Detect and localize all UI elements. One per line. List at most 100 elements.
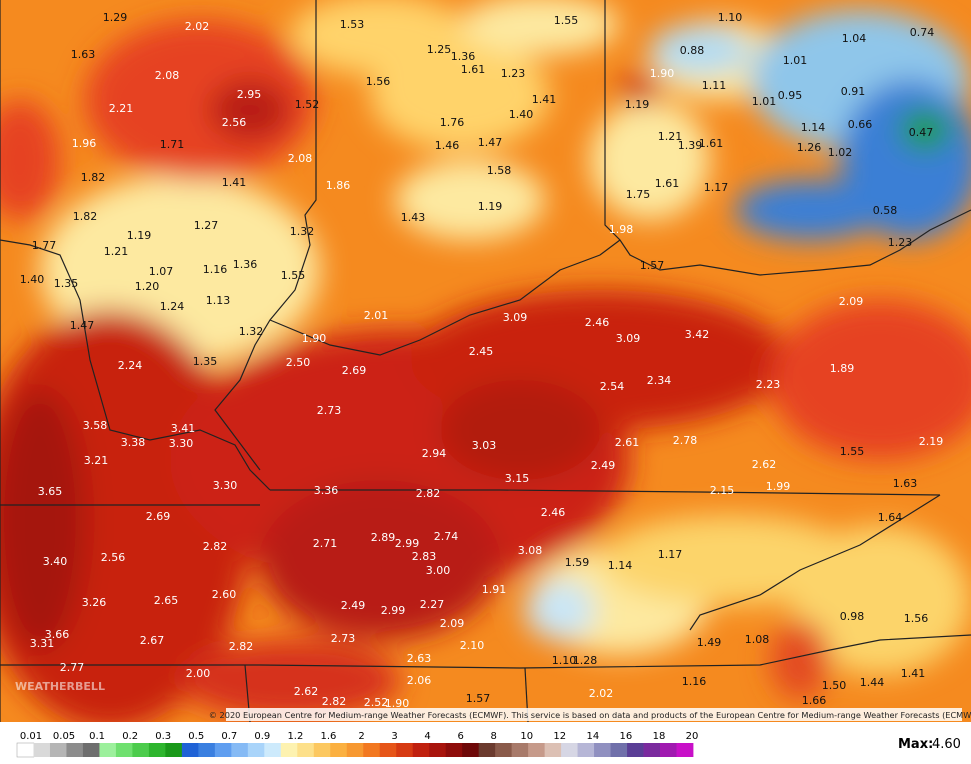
colorbar-swatch <box>148 743 166 757</box>
amount-label: 1.32 <box>290 225 315 238</box>
precip-area <box>770 620 830 700</box>
amount-label: 1.40 <box>20 273 45 286</box>
amount-label: 1.36 <box>451 50 476 63</box>
amount-label: 2.73 <box>317 404 342 417</box>
amount-label: 2.08 <box>155 69 180 82</box>
amount-label: 2.61 <box>615 436 640 449</box>
amount-label: 1.16 <box>203 263 228 276</box>
amount-label: 2.27 <box>420 598 445 611</box>
amount-label: 1.55 <box>554 14 579 27</box>
amount-label: 2.99 <box>395 537 420 550</box>
precip-area <box>460 0 620 55</box>
colorbar-swatch <box>429 743 447 757</box>
colorbar-swatch <box>412 743 430 757</box>
amount-label: 1.26 <box>797 141 822 154</box>
precip-area <box>770 300 971 460</box>
amount-label: 1.32 <box>239 325 264 338</box>
amount-label: 2.78 <box>673 434 698 447</box>
amount-label: 1.96 <box>72 137 97 150</box>
colorbar-swatch <box>132 743 150 757</box>
amount-label: 0.98 <box>840 610 865 623</box>
colorbar-swatch <box>247 743 265 757</box>
colorbar-label: 20 <box>686 731 699 742</box>
amount-label: 2.82 <box>229 640 254 653</box>
amount-label: 1.43 <box>401 211 426 224</box>
colorbar-swatch <box>198 743 216 757</box>
amount-label: 1.90 <box>385 697 410 710</box>
amount-label: 1.35 <box>193 355 218 368</box>
colorbar-swatch <box>511 743 529 757</box>
amount-label: 2.10 <box>460 639 485 652</box>
amount-label: 2.50 <box>286 356 311 369</box>
colorbar-swatch <box>16 742 35 758</box>
amount-label: 2.69 <box>146 510 171 523</box>
colorbar-swatch <box>99 743 117 757</box>
amount-label: 1.23 <box>501 67 526 80</box>
colorbar-swatch <box>33 743 51 757</box>
amount-label: 2.02 <box>185 20 210 33</box>
amount-label: 3.03 <box>472 439 497 452</box>
amount-label: 2.89 <box>371 531 396 544</box>
colorbar-label: 14 <box>586 731 599 742</box>
precip-area <box>290 0 470 75</box>
amount-label: 1.04 <box>842 32 867 45</box>
precip-field <box>0 0 971 722</box>
colorbar-label: 10 <box>520 731 533 742</box>
precip-area <box>650 25 750 75</box>
amount-label: 2.71 <box>313 537 338 550</box>
colorbar-swatch <box>462 743 480 757</box>
amount-label: 1.17 <box>658 548 683 561</box>
precip-area <box>260 480 500 640</box>
amount-label: 1.86 <box>326 179 351 192</box>
colorbar-swatch <box>495 743 513 757</box>
amount-label: 2.67 <box>140 634 165 647</box>
colorbar: 0.01 0.05 0.1 0.2 0.3 0.5 0.7 0.9 1.2 1.6 2 3 4 6 8 10 1… <box>16 731 699 758</box>
colorbar-swatch <box>49 743 67 757</box>
amount-label: 2.82 <box>416 487 441 500</box>
amount-label: 1.82 <box>73 210 98 223</box>
colorbar-swatch <box>577 743 595 757</box>
amount-label: 1.23 <box>888 236 913 249</box>
colorbar-swatch <box>66 743 84 757</box>
amount-label: 1.57 <box>466 692 491 705</box>
colorbar-label: 4 <box>424 731 430 742</box>
amount-label: 2.49 <box>591 459 616 472</box>
amount-label: 2.09 <box>440 617 465 630</box>
amount-label: 1.53 <box>340 18 365 31</box>
amount-label: 2.60 <box>212 588 237 601</box>
amount-label: 2.82 <box>203 540 228 553</box>
credit-bg <box>226 708 962 721</box>
amount-label: 1.36 <box>233 258 258 271</box>
colorbar-swatch <box>363 743 381 757</box>
colorbar-label: 0.2 <box>122 731 138 742</box>
amount-label: 2.99 <box>381 604 406 617</box>
amount-label: 1.20 <box>135 280 160 293</box>
amount-label: 1.11 <box>702 79 727 92</box>
amount-label: 1.14 <box>801 121 826 134</box>
amount-label: 1.07 <box>149 265 174 278</box>
amount-label: 0.47 <box>909 126 934 139</box>
amount-label: 1.21 <box>658 130 683 143</box>
colorbar-swatch <box>676 743 694 757</box>
precip-area <box>395 160 545 240</box>
amount-label: 1.90 <box>650 67 675 80</box>
amount-label: 2.69 <box>342 364 367 377</box>
amount-label: 3.09 <box>616 332 641 345</box>
amount-label: 1.59 <box>565 556 590 569</box>
colorbar-label: 18 <box>653 731 666 742</box>
amount-label: 1.41 <box>532 93 557 106</box>
amount-label: 1.76 <box>440 116 465 129</box>
amount-label: 0.91 <box>841 85 866 98</box>
amount-label: 2.15 <box>710 484 735 497</box>
colorbar-label: 3 <box>391 731 397 742</box>
colorbar-label: 1.6 <box>320 731 336 742</box>
colorbar-swatch <box>181 743 199 757</box>
amount-label: 2.65 <box>154 594 179 607</box>
amount-label: 3.30 <box>169 437 194 450</box>
amount-label: 1.08 <box>745 633 770 646</box>
colorbar-swatch <box>231 743 249 757</box>
amount-label: 1.13 <box>206 294 231 307</box>
amount-label: 1.35 <box>54 277 79 290</box>
amount-label: 2.19 <box>919 435 944 448</box>
